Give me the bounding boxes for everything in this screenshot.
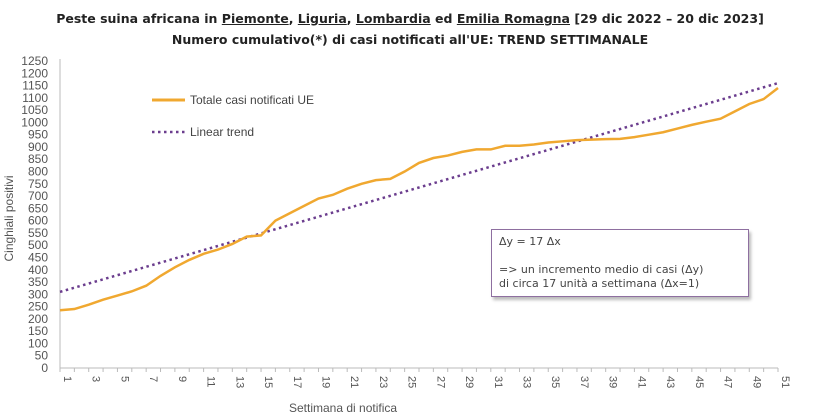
y-tick-label: 200 [28, 312, 48, 326]
y-tick-label: 600 [28, 214, 48, 228]
x-tick-label: 45 [693, 376, 705, 388]
y-tick-label: 1100 [22, 91, 48, 105]
x-tick-label: 19 [319, 376, 331, 388]
y-tick-label: 950 [28, 128, 48, 142]
y-tick-label: 400 [28, 263, 48, 277]
x-tick-label: 27 [434, 376, 446, 388]
y-tick-label: 1050 [21, 103, 48, 117]
y-tick-label: 1150 [22, 79, 48, 93]
y-tick-label: 900 [28, 140, 48, 154]
y-tick-label: 750 [28, 177, 48, 191]
legend-label: Linear trend [190, 125, 254, 139]
y-tick-label: 850 [28, 152, 48, 166]
x-tick-label: 13 [233, 376, 245, 388]
region-name: Piemonte [221, 11, 289, 26]
region-name: Emilia Romagna [456, 11, 570, 26]
annotation-box: Δy = 17 Δx => un incremento medio di cas… [491, 229, 749, 297]
x-tick-label: 51 [779, 376, 791, 388]
x-tick-label: 15 [262, 376, 274, 388]
y-tick-label: 800 [28, 165, 48, 179]
y-tick-label: 650 [28, 201, 48, 215]
y-tick-label: 700 [28, 189, 48, 203]
x-tick-label: 33 [521, 376, 533, 388]
y-axis-label: Cinghiali positivi [2, 175, 16, 261]
annotation-line: => un incremento medio di casi (Δy) [499, 263, 704, 276]
region-name: Liguria [297, 11, 347, 26]
x-tick-label: 31 [492, 376, 504, 388]
annotation-line: di circa 17 unità a settimana (Δx=1) [499, 277, 700, 290]
x-tick-label: 29 [463, 376, 475, 388]
x-tick-label: 41 [635, 376, 647, 388]
x-axis-label: Settimana di notifica [289, 401, 397, 415]
x-tick-label: 17 [291, 376, 303, 388]
y-tick-label: 250 [28, 300, 48, 314]
sep: , [346, 11, 356, 26]
sep: , [288, 11, 298, 26]
y-tick-label: 500 [28, 238, 48, 252]
y-tick-label: 0 [41, 361, 48, 375]
x-tick-label: 7 [147, 376, 159, 382]
sep: ed [430, 11, 457, 26]
y-tick-label: 50 [35, 349, 49, 363]
x-tick-label: 21 [348, 376, 360, 388]
y-tick-label: 550 [28, 226, 48, 240]
x-tick-label: 37 [578, 376, 590, 388]
x-tick-label: 35 [549, 376, 561, 388]
x-tick-label: 23 [377, 376, 389, 388]
y-tick-label: 100 [28, 336, 48, 350]
y-tick-label: 1000 [21, 115, 48, 129]
x-tick-label: 5 [118, 376, 130, 382]
y-tick-label: 1200 [21, 66, 48, 80]
x-tick-label: 3 [90, 376, 102, 382]
y-tick-label: 150 [28, 324, 48, 338]
x-tick-label: 1 [61, 376, 73, 382]
y-tick-label: 300 [28, 287, 48, 301]
region-name: Lombardia [355, 11, 431, 26]
x-tick-label: 25 [406, 376, 418, 388]
chart-title: Peste suina africana in Piemonte, Liguri… [0, 11, 820, 26]
trend-line [59, 81, 779, 294]
annotation-line: Δy = 17 Δx [499, 235, 561, 248]
x-tick-label: 47 [722, 376, 734, 388]
x-tick-label: 39 [607, 376, 619, 388]
chart-subtitle: Numero cumulativo(*) di casi notificati … [171, 32, 649, 47]
legend-label: Totale casi notificati UE [190, 93, 314, 107]
y-tick-label: 1250 [21, 54, 48, 68]
title-suffix: [29 dic 2022 – 20 dic 2023] [570, 11, 764, 26]
x-tick-label: 9 [176, 376, 188, 382]
title-prefix: Peste suina africana in [56, 11, 222, 26]
y-tick-label: 350 [28, 275, 48, 289]
x-tick-label: 43 [664, 376, 676, 388]
x-tick-label: 49 [750, 376, 762, 388]
x-tick-label: 11 [205, 376, 217, 387]
y-tick-label: 450 [28, 250, 48, 264]
